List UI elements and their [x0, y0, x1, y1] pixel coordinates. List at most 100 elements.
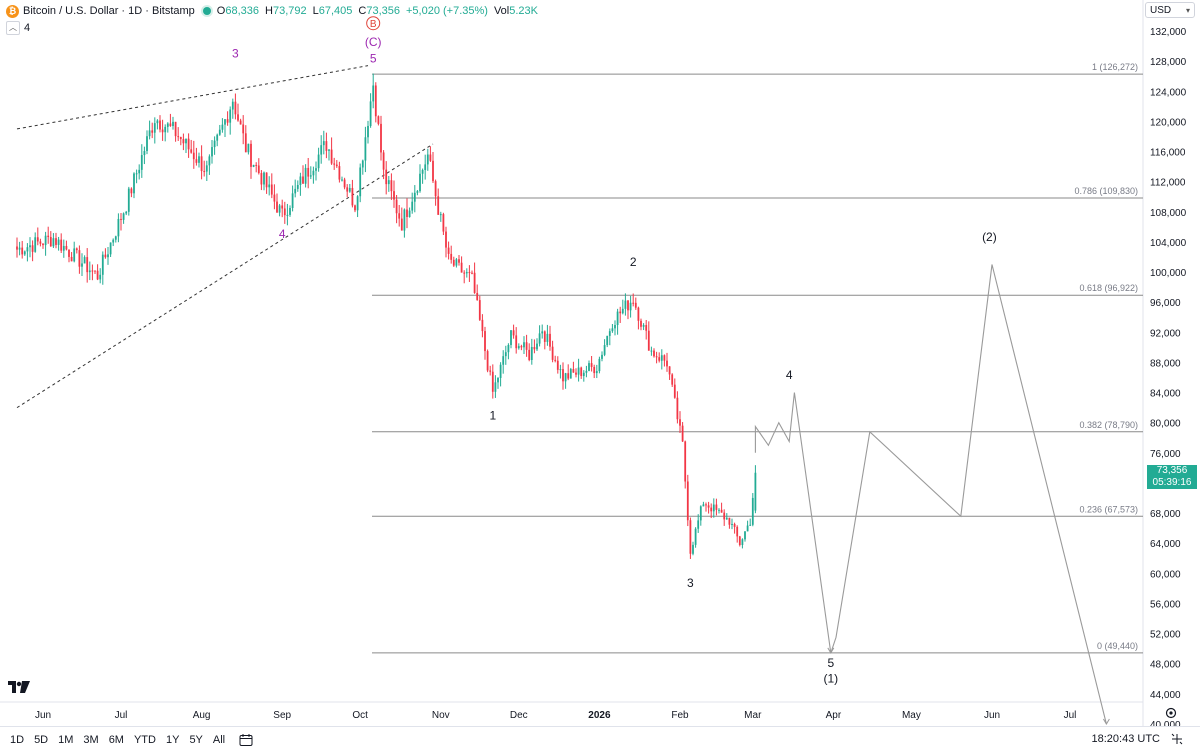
candle[interactable]: [653, 348, 655, 358]
candle[interactable]: [647, 321, 650, 351]
candle[interactable]: [738, 535, 741, 547]
candle[interactable]: [75, 247, 78, 254]
candle[interactable]: [681, 422, 684, 442]
candle[interactable]: [192, 140, 195, 169]
candle[interactable]: [263, 171, 265, 191]
candle[interactable]: [411, 192, 414, 214]
candle[interactable]: [307, 157, 310, 189]
candle[interactable]: [437, 188, 440, 215]
candle[interactable]: [601, 351, 603, 362]
candle[interactable]: [34, 232, 37, 253]
candle[interactable]: [723, 509, 726, 526]
candle[interactable]: [564, 372, 567, 389]
candle[interactable]: [447, 241, 450, 260]
candle[interactable]: [335, 160, 338, 168]
candle[interactable]: [68, 249, 70, 263]
candle[interactable]: [572, 361, 575, 373]
candle[interactable]: [471, 270, 473, 275]
candle[interactable]: [494, 375, 497, 398]
candle[interactable]: [229, 106, 232, 135]
candle[interactable]: [684, 440, 687, 489]
candle[interactable]: [133, 172, 135, 199]
candle[interactable]: [109, 242, 112, 257]
candle[interactable]: [374, 82, 377, 123]
candle[interactable]: [107, 246, 109, 265]
candle[interactable]: [468, 265, 471, 282]
candle[interactable]: [265, 172, 268, 194]
candle[interactable]: [658, 352, 661, 363]
candle[interactable]: [463, 270, 466, 284]
candle[interactable]: [668, 366, 671, 380]
candle[interactable]: [338, 161, 341, 183]
candle[interactable]: [718, 508, 720, 514]
candle[interactable]: [203, 160, 206, 177]
wave-label[interactable]: 1: [489, 409, 496, 423]
candle[interactable]: [673, 378, 676, 399]
candle[interactable]: [138, 164, 141, 180]
candle[interactable]: [182, 133, 185, 151]
candle[interactable]: [424, 154, 427, 180]
candle[interactable]: [559, 364, 562, 379]
candle[interactable]: [23, 250, 26, 256]
candle[interactable]: [380, 115, 382, 161]
candle[interactable]: [393, 180, 395, 208]
wave-label[interactable]: 4: [279, 227, 286, 241]
candle[interactable]: [21, 240, 24, 259]
candle[interactable]: [476, 284, 479, 301]
candle[interactable]: [595, 364, 598, 379]
candle[interactable]: [177, 127, 180, 142]
candle[interactable]: [354, 204, 356, 213]
candle[interactable]: [250, 140, 252, 179]
candle[interactable]: [645, 320, 648, 340]
candle[interactable]: [330, 137, 333, 165]
candle[interactable]: [619, 306, 622, 323]
candle[interactable]: [112, 238, 115, 247]
candle[interactable]: [611, 324, 614, 333]
candle[interactable]: [325, 132, 328, 159]
candle[interactable]: [39, 238, 42, 247]
timeframe-1y[interactable]: 1Y: [165, 734, 180, 746]
candle[interactable]: [179, 136, 182, 146]
candle[interactable]: [309, 166, 312, 180]
candle[interactable]: [538, 325, 541, 347]
wave-label[interactable]: 3: [687, 576, 694, 590]
candle[interactable]: [169, 113, 172, 127]
candle[interactable]: [736, 525, 739, 543]
candle[interactable]: [127, 186, 130, 216]
candle[interactable]: [562, 362, 564, 390]
candle[interactable]: [296, 180, 299, 192]
candle[interactable]: [172, 116, 174, 130]
candle[interactable]: [369, 93, 372, 128]
candle[interactable]: [195, 147, 198, 166]
candle[interactable]: [442, 212, 445, 236]
candle[interactable]: [273, 184, 276, 210]
candle[interactable]: [408, 207, 411, 218]
candle[interactable]: [114, 235, 117, 243]
candle[interactable]: [419, 164, 421, 193]
candle[interactable]: [637, 306, 640, 330]
candle[interactable]: [302, 165, 304, 184]
candle[interactable]: [486, 349, 489, 373]
candle[interactable]: [660, 349, 663, 370]
projection-path[interactable]: [754, 264, 1107, 725]
candle[interactable]: [270, 173, 273, 199]
candle[interactable]: [289, 205, 291, 217]
candle[interactable]: [101, 251, 104, 285]
wave-label[interactable]: 5: [370, 52, 377, 66]
candle[interactable]: [57, 236, 60, 251]
candle[interactable]: [491, 364, 494, 399]
candle[interactable]: [234, 93, 237, 120]
adjust-icon[interactable]: [1170, 732, 1184, 746]
candle[interactable]: [421, 168, 424, 184]
candle[interactable]: [504, 345, 507, 365]
candle[interactable]: [143, 146, 146, 165]
candle[interactable]: [676, 391, 679, 424]
candle[interactable]: [94, 270, 96, 275]
candle[interactable]: [671, 373, 674, 387]
tradingview-logo-icon[interactable]: [8, 680, 30, 696]
candle[interactable]: [686, 474, 689, 527]
candle[interactable]: [117, 213, 120, 243]
candle[interactable]: [530, 338, 533, 365]
candle[interactable]: [328, 149, 330, 161]
settings-gear-icon[interactable]: [1165, 707, 1177, 719]
